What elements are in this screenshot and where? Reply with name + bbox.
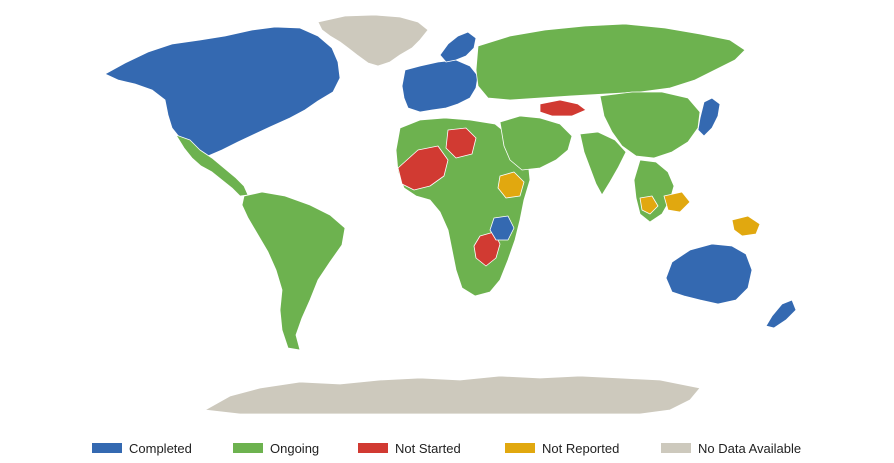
legend-swatch-ongoing: [233, 443, 263, 453]
region-papua-new-guinea: [731, 215, 761, 237]
world-map: [104, 14, 797, 415]
legend-item-not-reported: Not Reported: [505, 437, 619, 459]
region-mexico-central-america: [175, 134, 249, 197]
legend-item-no-data: No Data Available: [661, 437, 801, 459]
world-map-svg: [104, 14, 797, 415]
legend-item-ongoing: Ongoing: [233, 437, 319, 459]
region-tanzania: [489, 215, 515, 241]
legend-label-completed: Completed: [129, 440, 192, 456]
legend-label-not-started: Not Started: [395, 440, 461, 456]
legend-item-not-started: Not Started: [358, 437, 461, 459]
legend-swatch-completed: [92, 443, 122, 453]
region-antarctica: [204, 375, 701, 415]
region-libya: [445, 127, 477, 159]
legend-swatch-not-started: [358, 443, 388, 453]
region-new-zealand: [765, 299, 797, 329]
region-ethiopia: [497, 171, 525, 199]
region-india: [579, 131, 627, 196]
region-china: [599, 91, 701, 159]
legend-label-ongoing: Ongoing: [270, 440, 320, 456]
region-scandinavia: [439, 31, 477, 63]
region-central-asia: [539, 99, 587, 117]
legend-label-not-reported: Not Reported: [542, 440, 620, 456]
region-russia: [475, 23, 746, 101]
legend-swatch-no-data: [661, 443, 691, 453]
region-north-america: [104, 26, 341, 157]
region-japan: [697, 97, 721, 137]
region-middle-east: [499, 115, 573, 171]
map-legend: Completed Ongoing Not Started Not Report…: [0, 437, 894, 459]
region-west-africa-sahel: [397, 145, 449, 191]
region-greenland: [317, 14, 429, 67]
legend-label-no-data: No Data Available: [698, 440, 802, 456]
legend-swatch-not-reported: [505, 443, 535, 453]
region-indonesia-islands: [639, 191, 691, 215]
legend-item-completed: Completed: [92, 437, 192, 459]
region-australia: [665, 243, 753, 305]
region-south-america: [241, 191, 346, 351]
